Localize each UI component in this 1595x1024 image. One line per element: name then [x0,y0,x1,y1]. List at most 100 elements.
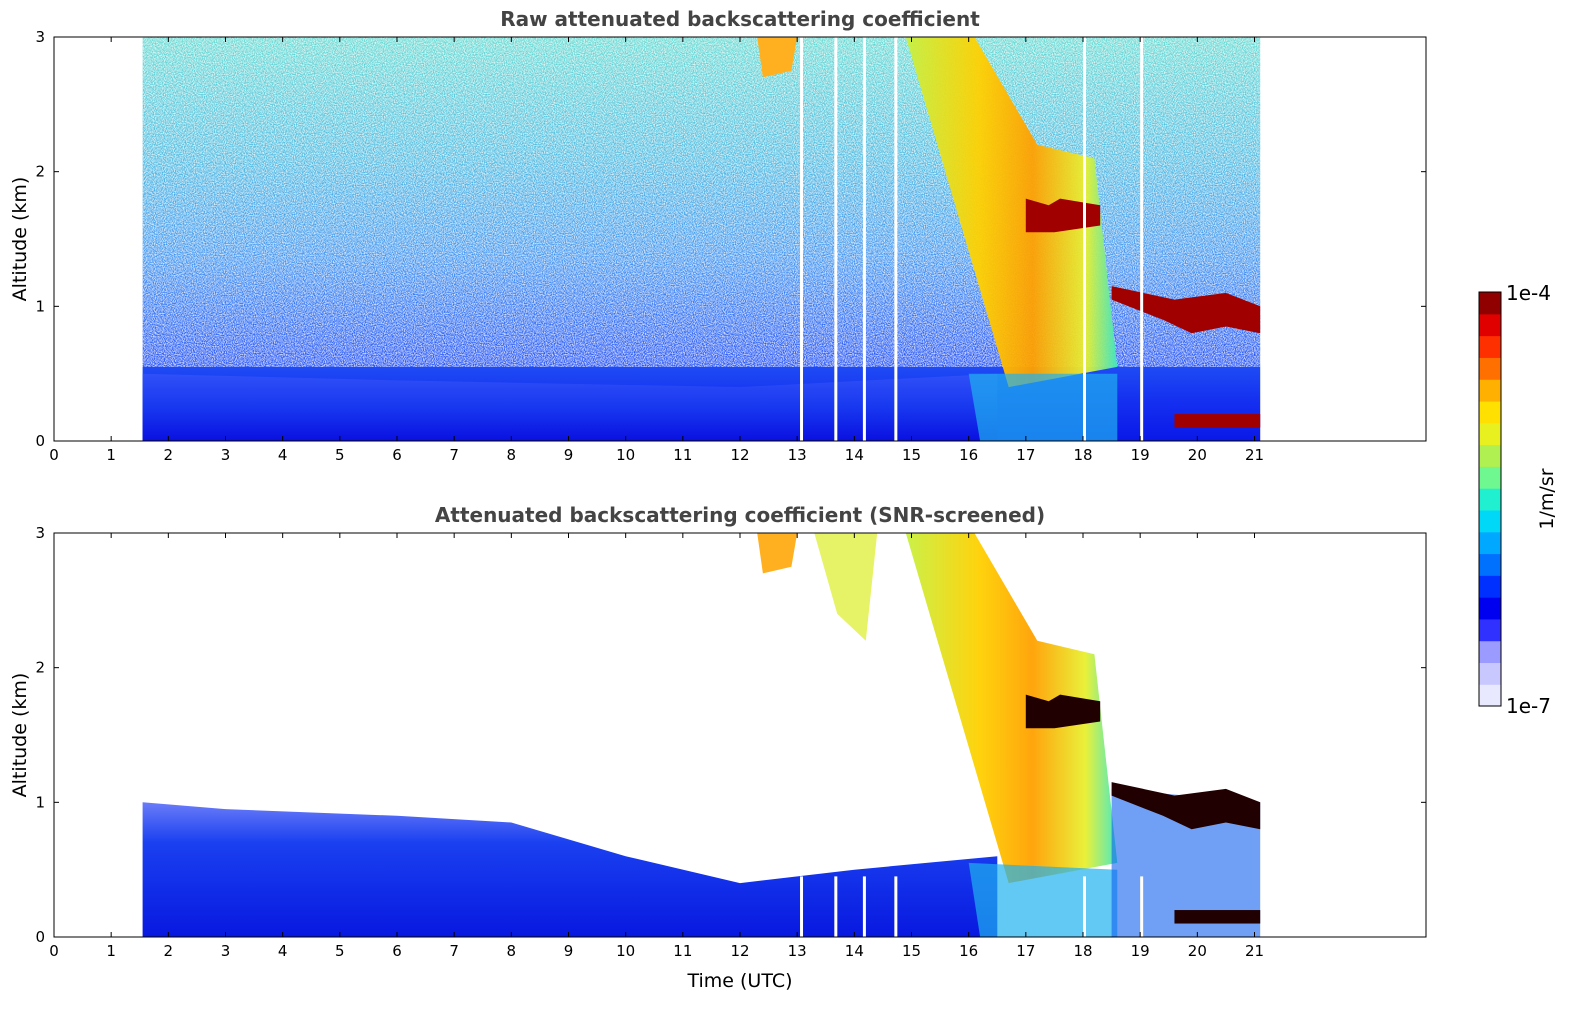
x-tick-label: 8 [507,942,517,960]
colorbar-min-label: 1e-7 [1506,694,1551,718]
x-tick-label: 10 [616,942,635,960]
colorbar-steps [1479,292,1501,707]
screened-cloud-1 [1025,694,1101,729]
x-tick-label: 20 [1188,942,1207,960]
raw-boundary-layer [142,373,998,441]
x-tick-label: 10 [616,446,635,464]
x-tick-label: 11 [673,942,692,960]
x-tick-label: 16 [959,446,978,464]
colorbar-step [1479,575,1501,598]
x-tick-label: 2 [164,446,174,464]
x-tick-label: 12 [730,446,749,464]
x-tick-label: 18 [1073,942,1092,960]
colorbar-step [1479,531,1501,555]
colorbar-step [1479,597,1501,620]
data-gap [834,37,838,441]
colorbar-max-label: 1e-4 [1506,281,1551,305]
y-tick-label: 0 [35,928,45,946]
x-tick-label: 17 [1016,942,1035,960]
panel1-ylabel: Altitude (km) [9,177,31,302]
panel2-ylabel: Altitude (km) [9,673,31,798]
x-tick-label: 3 [221,446,231,464]
raw-cloud-1 [1025,198,1101,233]
screened-plume-base [968,862,1118,937]
x-tick-label: 13 [788,942,807,960]
y-tick-label: 1 [35,297,45,315]
screened-late-layer [1111,788,1261,937]
y-tick-label: 3 [35,28,45,46]
x-tick-label: 4 [278,942,288,960]
data-gap [894,876,898,937]
colorbar-step [1479,466,1501,489]
colorbar-step [1479,553,1501,576]
data-gap [1140,37,1144,441]
colorbar-label: 1/m/sr [1536,468,1558,529]
colorbar-step [1479,400,1501,424]
raw-backscatter-heatmap [142,37,1261,441]
data-gap [1140,876,1144,937]
x-tick-label: 0 [49,942,59,960]
x-tick-label: 5 [335,942,345,960]
x-tick-label: 3 [221,942,231,960]
x-tick-label: 9 [564,446,574,464]
x-tick-label: 14 [845,942,864,960]
panel2-title: Attenuated backscattering coefficient (S… [435,503,1045,527]
x-tick-label: 2 [164,942,174,960]
x-tick-label: 19 [1131,446,1150,464]
x-tick-label: 1 [106,446,116,464]
x-tick-label: 15 [902,942,921,960]
screened-boundary-layer [142,802,998,937]
raw-aerosol-plume [905,37,1118,388]
x-tick-label: 14 [845,446,864,464]
x-tick-label: 19 [1131,942,1150,960]
raw-cloud-2 [1111,286,1261,334]
colorbar-step [1479,488,1501,511]
colorbar-step [1479,357,1501,380]
panel1-x-axis: 0 1 2 3 4 5 6 7 8 9 10 11 12 13 14 15 16 17 18 19 20 21 [49,37,1264,464]
colorbar-step [1479,444,1501,467]
colorbar-step [1479,379,1501,402]
raw-upper-feature [757,37,798,78]
x-tick-label: 0 [49,446,59,464]
x-tick-label: 6 [392,942,402,960]
panel2-x-axis: 0 1 2 3 4 5 6 7 8 9 10 11 12 13 14 15 16 17 18 19 20 21 [49,533,1264,960]
data-gap [834,876,838,937]
raw-backscatter-panel: Raw attenuated backscattering coefficien… [9,7,1427,464]
panel1-title: Raw attenuated backscattering coefficien… [500,7,980,31]
snr-screened-panel: Attenuated backscattering coefficient (S… [9,503,1427,992]
data-gap [1083,37,1086,441]
x-tick-label: 21 [1245,446,1264,464]
x-tick-label: 8 [507,446,517,464]
x-tick-label: 5 [335,446,345,464]
x-tick-label: 6 [392,446,402,464]
panel2-y-axis: 0 1 2 3 [35,524,1426,946]
raw-low-cloud [1174,414,1261,428]
colorbar-step [1479,618,1501,642]
colorbar-step [1479,684,1501,707]
screened-low-cloud [1174,910,1261,924]
x-tick-label: 12 [730,942,749,960]
colorbar-step [1479,292,1501,315]
x-tick-label: 17 [1016,446,1035,464]
x-tick-label: 16 [959,942,978,960]
raw-plume-base [968,373,1118,441]
y-tick-label: 1 [35,793,45,811]
panel2-xlabel: Time (UTC) [686,970,792,992]
x-tick-label: 9 [564,942,574,960]
screened-cloud-2 [1111,782,1261,830]
x-tick-label: 18 [1073,446,1092,464]
colorbar: 1e-4 1e-7 1/m/sr [1478,281,1558,718]
data-gap [862,37,866,441]
screened-aerosol-plume [905,533,1118,884]
y-tick-label: 2 [35,163,45,181]
colorbar-step [1479,313,1501,337]
x-tick-label: 21 [1245,942,1264,960]
colorbar-frame [1478,291,1502,707]
colorbar-step [1479,509,1501,533]
colorbar-step [1479,422,1501,446]
y-tick-label: 2 [35,659,45,677]
data-gap [862,876,866,937]
x-tick-label: 13 [788,446,807,464]
snr-screened-heatmap [142,533,1261,937]
